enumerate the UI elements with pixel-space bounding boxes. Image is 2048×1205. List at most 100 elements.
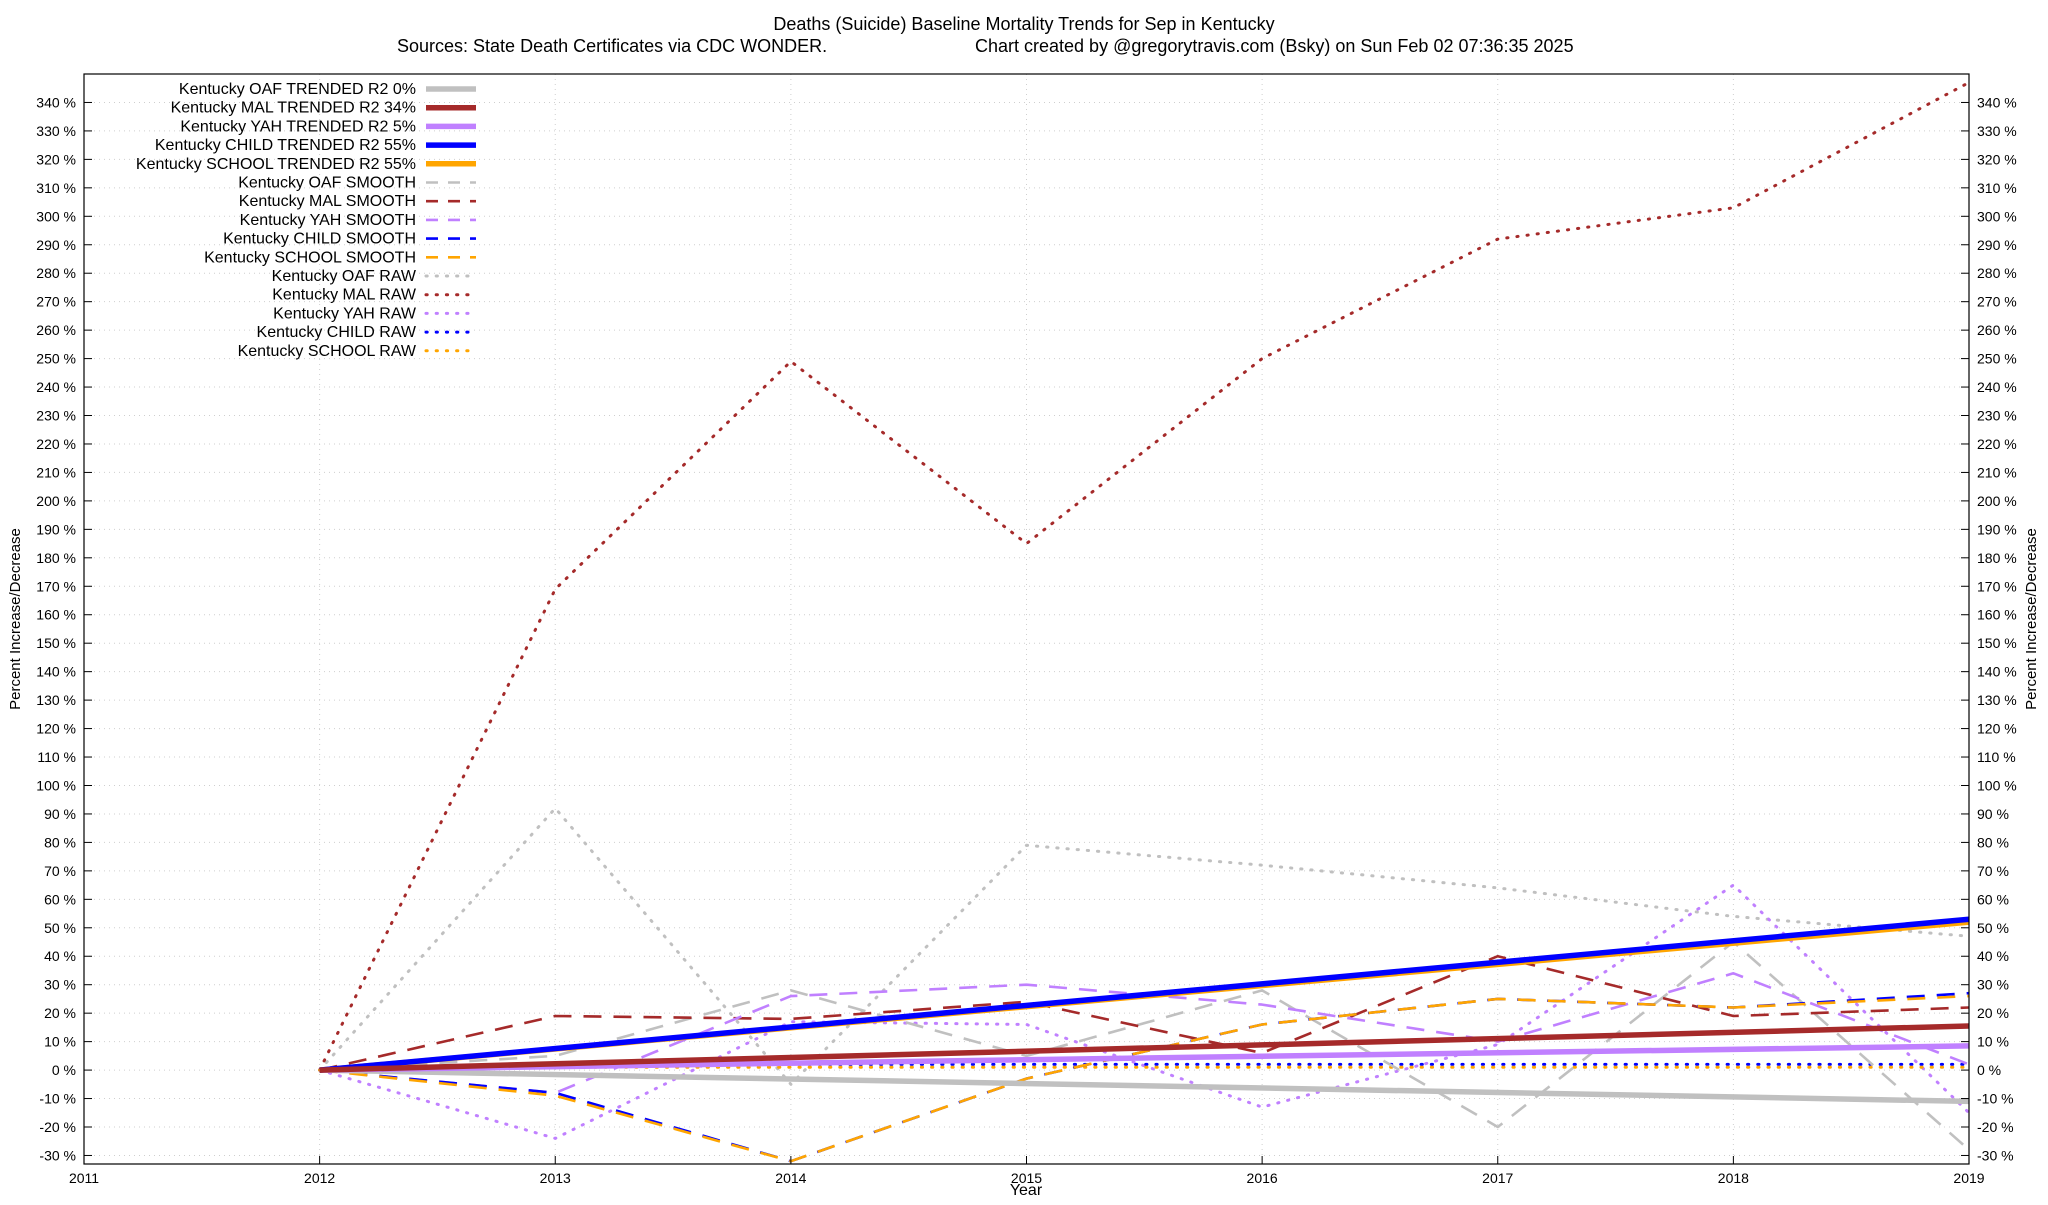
x-tick-label: 2012 (304, 1170, 335, 1186)
y-tick-label: 130 % (36, 692, 76, 708)
y-tick-label: 170 % (36, 578, 76, 594)
y-tick-label: 150 % (36, 635, 76, 651)
y-tick-label: 10 % (44, 1034, 76, 1050)
legend-label-kentucky-oaf-smooth: Kentucky OAF SMOOTH (238, 175, 416, 192)
y2-tick-label: 330 % (1977, 123, 2017, 139)
y-tick-label: 0 % (52, 1062, 76, 1078)
y-tick-label: 160 % (36, 607, 76, 623)
legend-label-kentucky-yah-smooth: Kentucky YAH SMOOTH (240, 212, 416, 229)
y2-tick-label: 150 % (1977, 635, 2017, 651)
series-line-kentucky-yah-trended-r2-5 (319, 1043, 1970, 1073)
series-layer (318, 81, 1971, 1163)
y-tick-label: 290 % (36, 237, 76, 253)
series-line-kentucky-mal-trended-r2-34 (319, 1023, 1970, 1073)
x-tick-label: 2019 (1953, 1170, 1984, 1186)
y-tick-label: 280 % (36, 265, 76, 281)
legend-label-kentucky-school-raw: Kentucky SCHOOL RAW (238, 343, 417, 360)
y2-axis-label: Percent Increase/Decrease (2023, 528, 2040, 710)
y2-tick-label: 110 % (1977, 749, 2016, 765)
y2-tick-label: 240 % (1977, 379, 2017, 395)
y2-tick-label: 100 % (1977, 777, 2017, 793)
y2-tick-label: 260 % (1977, 322, 2017, 338)
y-tick-label: 40 % (44, 948, 76, 964)
y2-tick-label: 0 % (1977, 1062, 2001, 1078)
y-tick-label: 30 % (44, 977, 76, 993)
x-tick-label: 2018 (1718, 1170, 1749, 1186)
y2-tick-label: 320 % (1977, 151, 2017, 167)
y-tick-label: 320 % (36, 151, 76, 167)
chart-title: Deaths (Suicide) Baseline Mortality Tren… (773, 14, 1274, 34)
y2-tick-label: 60 % (1977, 891, 2009, 907)
y-tick-label: 190 % (36, 521, 76, 537)
y2-tick-label: 210 % (1977, 464, 2017, 480)
y2-tick-label: 250 % (1977, 351, 2017, 367)
legend-label-kentucky-child-raw: Kentucky CHILD RAW (257, 324, 417, 341)
y-tick-label: 310 % (36, 180, 76, 196)
y2-tick-label: 170 % (1977, 578, 2017, 594)
x-axis-label: Year (1010, 1182, 1043, 1199)
y-tick-label: 180 % (36, 550, 76, 566)
series-line-kentucky-mal-smooth (319, 954, 1970, 1072)
y-axis-label: Percent Increase/Decrease (7, 528, 24, 710)
y2-tick-label: 340 % (1977, 94, 2017, 110)
y-tick-label: 60 % (44, 891, 76, 907)
series-line-kentucky-yah-raw (318, 883, 1971, 1140)
y2-tick-label: 280 % (1977, 265, 2017, 281)
y-tick-label: 20 % (44, 1005, 76, 1021)
y2-tick-label: 20 % (1977, 1005, 2009, 1021)
y2-tick-label: 30 % (1977, 977, 2009, 993)
y2-tick-label: 80 % (1977, 834, 2009, 850)
y2-tick-label: 90 % (1977, 806, 2009, 822)
x-tick-label: 2011 (69, 1170, 99, 1186)
legend-label-kentucky-yah-trended-r2-5: Kentucky YAH TRENDED R2 5% (180, 118, 416, 135)
y-tick-label: 70 % (44, 863, 76, 879)
y-tick-label: 250 % (36, 351, 76, 367)
y2-tick-label: 130 % (1977, 692, 2017, 708)
legend-label-kentucky-yah-raw: Kentucky YAH RAW (273, 305, 417, 322)
series-line-kentucky-oaf-trended-r2-0 (319, 1067, 1970, 1105)
y2-tick-label: 310 % (1977, 180, 2017, 196)
y-tick-label: 90 % (44, 806, 76, 822)
legend-label-kentucky-child-smooth: Kentucky CHILD SMOOTH (223, 231, 416, 248)
y-tick-label: 50 % (44, 920, 76, 936)
y2-tick-label: 220 % (1977, 436, 2017, 452)
y-tick-label: 240 % (36, 379, 76, 395)
y2-tick-label: 40 % (1977, 948, 2009, 964)
y-tick-label: -30 % (39, 1147, 76, 1163)
legend: Kentucky OAF TRENDED R2 0% Kentucky MAL T… (136, 81, 478, 360)
y-tick-label: 270 % (36, 294, 76, 310)
y2-tick-label: 230 % (1977, 408, 2017, 424)
x-tick-label: 2014 (775, 1170, 806, 1186)
y-tick-label: 200 % (36, 493, 76, 509)
series-line-kentucky-mal-raw (318, 81, 1971, 1072)
y-tick-label: 110 % (37, 749, 76, 765)
y-tick-label: -20 % (39, 1119, 76, 1135)
y2-tick-label: 180 % (1977, 550, 2017, 566)
chart-subtitle-credit: Chart created by @gregorytravis.com (Bsk… (975, 36, 1574, 56)
legend-label-kentucky-mal-smooth: Kentucky MAL SMOOTH (239, 193, 416, 210)
y-tick-label: 100 % (36, 777, 76, 793)
y-tick-label: 340 % (36, 94, 76, 110)
y-tick-label: 220 % (36, 436, 76, 452)
y2-tick-label: 200 % (1977, 493, 2017, 509)
legend-label-kentucky-school-smooth: Kentucky SCHOOL SMOOTH (204, 249, 416, 266)
chart-subtitle-sources: Sources: State Death Certificates via CD… (397, 36, 827, 56)
y-tick-label: 210 % (36, 464, 76, 480)
y2-tick-label: 290 % (1977, 237, 2017, 253)
axes: -30 % -30 % -20 % -20 % -10 % -10 % 0 % 0 % 10 %… (36, 94, 2016, 1186)
y2-tick-label: -30 % (1977, 1147, 2014, 1163)
y2-tick-label: 10 % (1977, 1034, 2009, 1050)
y-tick-label: 330 % (36, 123, 76, 139)
y-tick-label: 230 % (36, 408, 76, 424)
series-line-kentucky-school-smooth (319, 994, 1970, 1163)
x-tick-label: 2016 (1247, 1170, 1278, 1186)
x-tick-label: 2017 (1482, 1170, 1513, 1186)
y-tick-label: 140 % (36, 664, 76, 680)
y2-tick-label: 190 % (1977, 521, 2017, 537)
y2-tick-label: -20 % (1977, 1119, 2014, 1135)
legend-label-kentucky-school-trended-r2-55: Kentucky SCHOOL TRENDED R2 55% (136, 156, 416, 173)
legend-label-kentucky-child-trended-r2-55: Kentucky CHILD TRENDED R2 55% (155, 137, 416, 154)
legend-label-kentucky-oaf-raw: Kentucky OAF RAW (272, 268, 417, 285)
